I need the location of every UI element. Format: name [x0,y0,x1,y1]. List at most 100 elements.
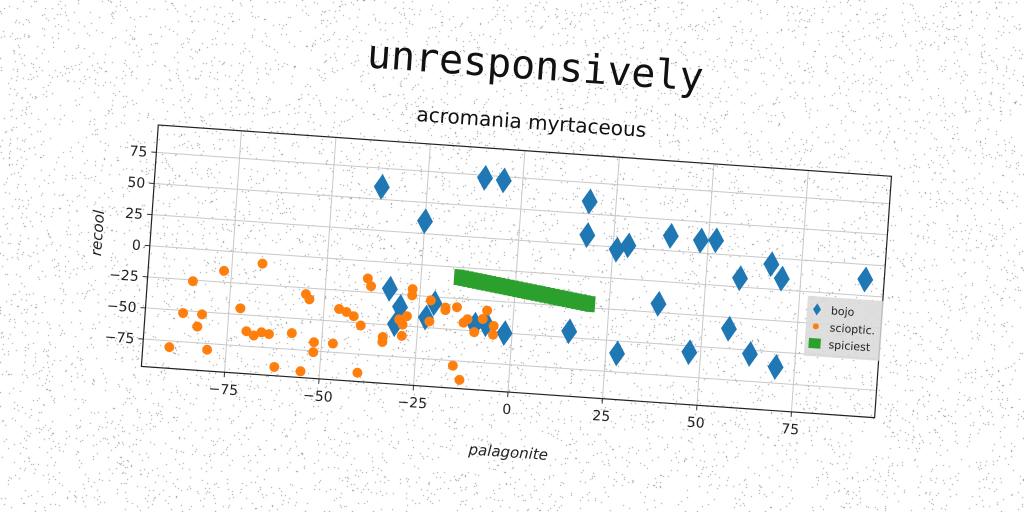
data-point-bojo [495,167,512,194]
y-tick-label: −50 [106,298,137,316]
data-point-bojo [579,222,596,249]
data-point-scioptic [396,330,407,341]
data-point-bojo [417,208,433,235]
data-point-scioptic [477,314,488,325]
x-tick-label: 25 [592,408,611,425]
data-point-bojo [763,251,780,278]
x-tick-label: 0 [502,402,512,419]
plot-frame [140,124,893,419]
data-point-scioptic [178,308,189,319]
data-point-scioptic [241,326,252,337]
data-point-bojo [741,340,758,367]
data-point-scioptic [454,374,465,385]
data-point-bojo [767,354,784,380]
y-gridline [151,214,886,267]
x-tick-label: 50 [686,415,705,432]
legend-marker-spiciest [808,337,821,349]
legend-label: scioptic. [829,321,875,337]
data-point-bojo [477,164,493,191]
data-point-scioptic [248,330,259,341]
y-tick-label: 75 [129,144,148,161]
y-tick-label: −25 [109,267,140,285]
data-point-scioptic [440,305,451,316]
data-point-scioptic [352,367,363,378]
data-point-scioptic [348,311,359,322]
x-tick-label: −50 [302,388,333,406]
data-point-bojo [373,173,390,200]
y-gridline [149,245,884,298]
data-point-scioptic [482,305,493,316]
data-point-bojo [381,275,398,302]
data-point-scioptic [187,276,198,287]
legend: bojo scioptic.spiciest [803,295,884,361]
legend-label: spiciest [828,338,871,354]
data-point-scioptic [401,311,412,322]
data-point-bojo [620,232,637,259]
data-point-scioptic [192,321,203,332]
data-point-bojo [608,236,625,263]
data-point-scioptic [362,273,373,284]
legend-label: bojo [830,304,855,319]
y-gridline [143,338,877,391]
chart-title: unresponsively [366,31,706,100]
data-point-scioptic [308,347,319,358]
y-gridline [147,276,881,329]
y-tick-label: 25 [125,206,144,223]
plot-area: −75 −50 −25 0 25 50 75 75 50 25 0 −25 −50 −75 [104,124,893,438]
data-point-bojo [692,227,709,254]
data-point-scioptic [295,366,306,377]
data-point-scioptic [341,306,352,317]
legend-box [803,295,884,361]
data-point-scioptic [366,281,377,292]
x-tick-label: −75 [208,381,239,399]
data-point-scioptic [304,294,315,305]
data-point-spiciest [584,295,596,313]
data-point-bojo [732,265,749,292]
data-point-scioptic [308,337,319,348]
x-tick-label: 75 [781,421,800,438]
chart-rotated-group: unresponsively acromania myrtaceous −75−… [87,31,893,464]
y-tick-label: −75 [104,329,135,347]
y-tick-label: 0 [131,237,141,254]
data-point-scioptic [269,361,280,372]
data-point-bojo [708,227,725,254]
data-point-bojo [773,265,790,292]
data-point-scioptic [164,342,175,353]
data-point-scioptic [447,360,458,371]
data-point-bojo [720,315,737,342]
data-point-bojo [681,339,698,366]
x-tick-label: −25 [397,394,428,412]
data-point-bojo [478,311,495,338]
data-point-scioptic [488,329,499,340]
data-point-bojo [417,304,434,331]
data-point-bojo [857,266,874,293]
data-point-scioptic [407,290,418,301]
data-point-scioptic [197,309,208,320]
data-point-scioptic [424,316,435,327]
data-point-scioptic [469,327,480,338]
data-point-scioptic [257,258,268,269]
y-gridline [154,182,888,236]
data-point-scioptic [256,327,267,338]
data-point-scioptic [451,302,462,313]
data-point-scioptic [462,314,473,325]
data-point-scioptic [219,265,230,276]
data-point-bojo [609,340,626,367]
y-gridline [156,151,890,205]
legend-marker-bojo [813,303,822,316]
data-point-scioptic [235,303,246,314]
data-point-scioptic [377,332,388,343]
data-point-scioptic [397,319,408,330]
data-point-scioptic [263,329,274,340]
data-point-bojo [496,320,513,347]
data-point-bojo [650,290,667,317]
data-point-scioptic [202,344,213,355]
data-point-scioptic [488,321,499,332]
y-tick-label: 50 [127,175,146,192]
data-point-scioptic [425,295,436,306]
data-point-bojo [662,222,679,249]
data-point-bojo [561,318,578,345]
legend-marker-scioptic [812,323,819,330]
